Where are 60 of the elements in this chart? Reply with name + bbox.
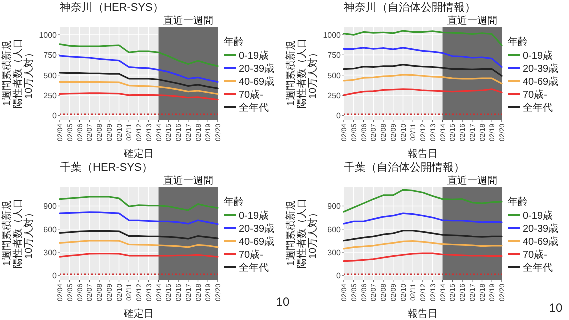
legend-label: 全年代 — [523, 262, 553, 274]
legend-title: 年齢 — [224, 196, 244, 208]
legend-title: 年齢 — [224, 36, 244, 48]
y-tick-label: 0 — [336, 112, 342, 121]
text: 10 — [276, 295, 290, 309]
chart-title: 神奈川（HER-SYS） — [60, 1, 164, 14]
y-tick-label: 600 — [44, 225, 58, 234]
band-label: 直近一週間 — [447, 175, 498, 187]
legend-label: 40-69歳 — [239, 236, 275, 248]
x-axis-title: 確定日 — [123, 308, 154, 320]
chart-title: 千葉（HER-SYS） — [60, 161, 153, 174]
y-tick-label: 600 — [328, 225, 342, 234]
legend-label: 全年代 — [239, 102, 269, 114]
legend-label: 40-69歳 — [523, 236, 559, 248]
y-tick-label: 750 — [44, 51, 58, 60]
legend-label: 0-19歳 — [523, 210, 554, 222]
legend-label: 20-39歳 — [523, 63, 559, 75]
x-axis-title: 報告日 — [408, 148, 438, 160]
y-axis-title: 1週間累積新規陽性者数（人口10万人対） — [285, 198, 319, 268]
band-label: 直近一週間 — [163, 175, 214, 187]
y-axis-title: 1週間累積新規陽性者数（人口10万人対） — [1, 198, 35, 268]
text: 10 — [549, 301, 563, 315]
y-tick-label: 900 — [44, 202, 58, 212]
y-tick-label: 500 — [44, 71, 58, 80]
legend-label: 40-69歳 — [239, 76, 275, 88]
y-tick-label: 250 — [328, 91, 342, 100]
legend-label: 70歳- — [523, 249, 548, 261]
y-tick-label: 300 — [44, 248, 58, 258]
legend-label: 70歳- — [239, 89, 264, 101]
y-tick-label: 1000 — [323, 31, 342, 40]
chart-title: 千葉（自治体公開情報） — [344, 161, 465, 174]
y-axis-title: 1週間累積新規陽性者数（人口10万人対） — [285, 38, 319, 108]
y-tick-label: 1000 — [39, 31, 58, 40]
chart-title: 神奈川（自治体公開情報） — [344, 1, 476, 14]
y-tick-label: 250 — [44, 91, 58, 100]
legend-label: 全年代 — [523, 102, 553, 114]
legend-label: 40-69歳 — [523, 76, 559, 88]
legend-label: 70歳- — [523, 89, 548, 101]
y-tick-label: 0 — [52, 112, 58, 121]
legend-label: 0-19歳 — [239, 50, 270, 62]
y-tick-label: 500 — [328, 71, 342, 80]
legend-label: 20-39歳 — [523, 223, 559, 235]
legend-label: 20-39歳 — [239, 63, 275, 75]
y-tick-label: 900 — [328, 202, 342, 212]
x-axis-title: 報告日 — [408, 308, 438, 320]
legend-label: 70歳- — [239, 249, 264, 261]
legend-title: 年齢 — [508, 196, 528, 208]
y-tick-label: 0 — [336, 272, 342, 281]
y-tick-label: 0 — [52, 272, 58, 281]
legend-label: 全年代 — [239, 262, 269, 274]
legend-label: 0-19歳 — [523, 50, 554, 62]
y-tick-label: 300 — [328, 248, 342, 258]
legend-label: 0-19歳 — [239, 210, 270, 222]
band-label: 直近一週間 — [447, 15, 498, 27]
band-label: 直近一週間 — [163, 15, 214, 27]
x-axis-title: 確定日 — [123, 148, 154, 160]
legend-label: 20-39歳 — [239, 223, 275, 235]
y-tick-label: 750 — [328, 51, 342, 60]
legend-title: 年齢 — [508, 36, 528, 48]
y-axis-title: 1週間累積新規陽性者数（人口10万人対） — [1, 38, 35, 108]
